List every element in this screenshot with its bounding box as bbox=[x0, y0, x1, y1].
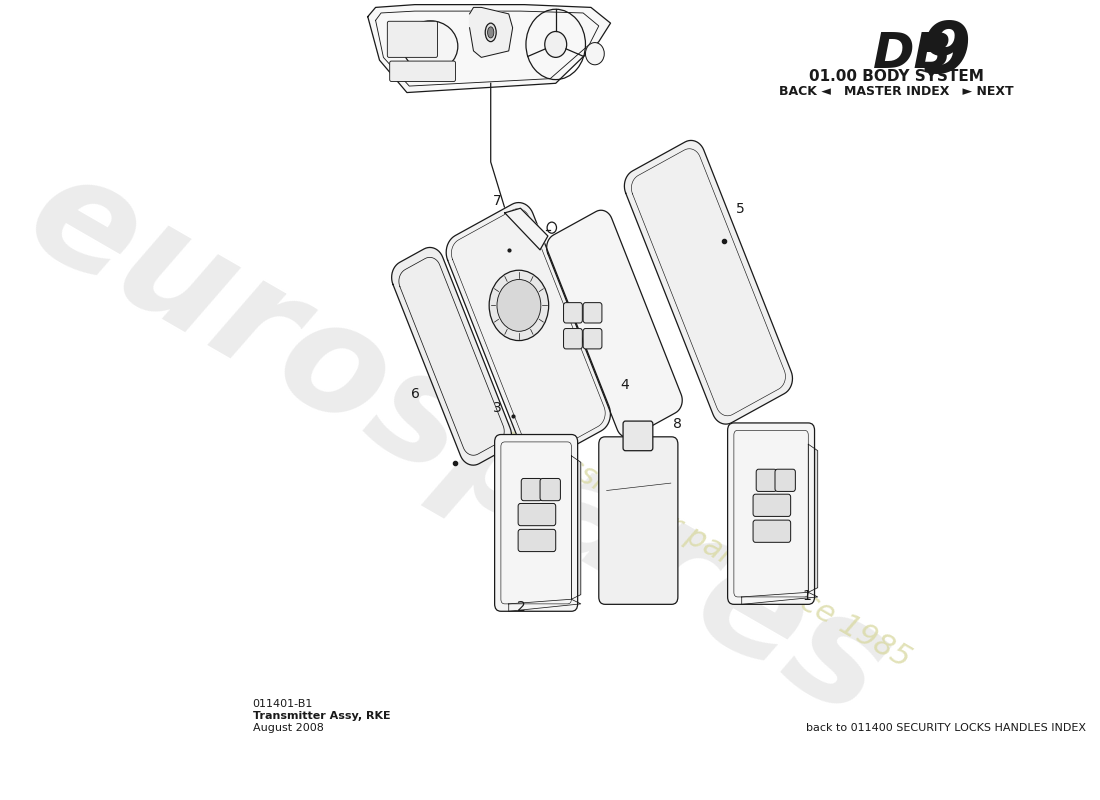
Circle shape bbox=[544, 31, 566, 58]
Polygon shape bbox=[625, 141, 792, 424]
Text: 8: 8 bbox=[673, 417, 682, 430]
Ellipse shape bbox=[403, 21, 458, 72]
FancyBboxPatch shape bbox=[754, 494, 791, 517]
Text: 2: 2 bbox=[517, 600, 526, 614]
FancyBboxPatch shape bbox=[563, 329, 582, 349]
Text: eurospares: eurospares bbox=[2, 138, 913, 750]
FancyBboxPatch shape bbox=[518, 503, 556, 526]
Text: back to 011400 SECURITY LOCKS HANDLES INDEX: back to 011400 SECURITY LOCKS HANDLES IN… bbox=[806, 722, 1086, 733]
Text: BACK ◄   MASTER INDEX   ► NEXT: BACK ◄ MASTER INDEX ► NEXT bbox=[779, 85, 1014, 98]
Text: August 2008: August 2008 bbox=[253, 722, 323, 733]
FancyBboxPatch shape bbox=[598, 437, 678, 604]
Circle shape bbox=[497, 279, 541, 331]
Polygon shape bbox=[367, 5, 610, 93]
FancyBboxPatch shape bbox=[389, 61, 455, 82]
FancyBboxPatch shape bbox=[756, 470, 777, 491]
Text: a passion for parts since 1985: a passion for parts since 1985 bbox=[502, 418, 915, 674]
FancyBboxPatch shape bbox=[495, 434, 578, 611]
Polygon shape bbox=[508, 599, 581, 611]
FancyBboxPatch shape bbox=[563, 302, 582, 323]
Text: 01.00 BODY SYSTEM: 01.00 BODY SYSTEM bbox=[808, 70, 983, 85]
Polygon shape bbox=[808, 444, 817, 592]
Text: 4: 4 bbox=[620, 378, 629, 392]
Text: 7: 7 bbox=[493, 194, 502, 209]
Polygon shape bbox=[571, 456, 581, 599]
FancyBboxPatch shape bbox=[521, 478, 541, 501]
FancyBboxPatch shape bbox=[540, 478, 560, 501]
Polygon shape bbox=[547, 210, 682, 438]
FancyBboxPatch shape bbox=[754, 520, 791, 542]
Text: 3: 3 bbox=[493, 401, 502, 415]
Circle shape bbox=[490, 270, 549, 341]
Text: 1: 1 bbox=[802, 589, 812, 602]
Text: 011401-B1: 011401-B1 bbox=[253, 698, 313, 709]
FancyBboxPatch shape bbox=[583, 302, 602, 323]
Text: 5: 5 bbox=[736, 202, 745, 216]
Text: DB: DB bbox=[873, 30, 953, 78]
Polygon shape bbox=[505, 208, 548, 250]
FancyBboxPatch shape bbox=[387, 22, 438, 58]
Polygon shape bbox=[741, 592, 817, 604]
Polygon shape bbox=[447, 202, 610, 464]
FancyBboxPatch shape bbox=[776, 470, 795, 491]
Text: Transmitter Assy, RKE: Transmitter Assy, RKE bbox=[253, 710, 390, 721]
Circle shape bbox=[585, 42, 604, 65]
FancyBboxPatch shape bbox=[518, 530, 556, 551]
FancyBboxPatch shape bbox=[583, 329, 602, 349]
FancyBboxPatch shape bbox=[727, 423, 814, 604]
Polygon shape bbox=[470, 7, 513, 58]
Polygon shape bbox=[392, 247, 512, 465]
Ellipse shape bbox=[487, 27, 494, 38]
FancyBboxPatch shape bbox=[623, 421, 652, 450]
Text: 6: 6 bbox=[410, 387, 420, 401]
Text: 9: 9 bbox=[920, 18, 970, 87]
Ellipse shape bbox=[485, 23, 496, 42]
